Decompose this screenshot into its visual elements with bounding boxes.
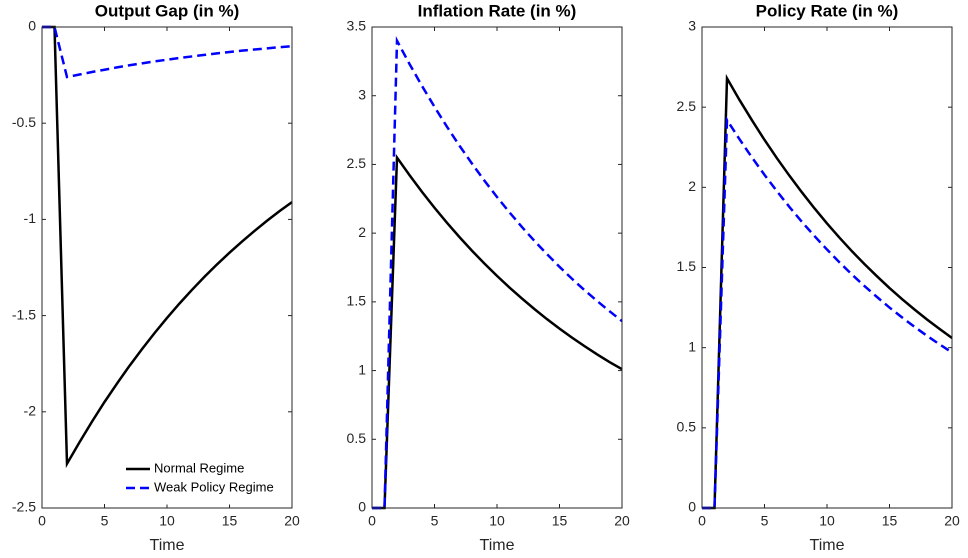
y-tick-label: -2 <box>24 403 37 419</box>
y-tick-label: -1.5 <box>12 306 36 322</box>
y-tick-label: 2 <box>688 178 696 194</box>
series-line <box>42 25 293 469</box>
legend: Normal Regime Weak Policy Regime <box>119 453 289 505</box>
x-axis-label: Time <box>480 537 515 554</box>
x-tick-label: 10 <box>159 513 175 529</box>
y-tick-label: 2.5 <box>677 98 697 114</box>
y-tick-label: 0 <box>358 499 366 515</box>
legend-label: Normal Regime <box>154 460 244 475</box>
x-tick-label: 20 <box>614 513 630 529</box>
plot-area <box>42 27 292 508</box>
series-line <box>702 73 953 510</box>
y-tick-label: -1 <box>24 210 37 226</box>
plot-area <box>372 27 622 508</box>
y-tick-label: 3 <box>358 86 366 102</box>
y-tick-label: 0 <box>28 18 36 34</box>
legend-box <box>119 453 289 505</box>
x-tick-label: 10 <box>819 513 835 529</box>
legend-label: Weak Policy Regime <box>154 479 274 494</box>
y-tick-label: 2 <box>358 224 366 240</box>
y-tick-label: 2.5 <box>347 155 367 171</box>
y-tick-label: 1.5 <box>347 293 367 309</box>
x-tick-label: 5 <box>101 513 109 529</box>
subplot: Inflation Rate (in %) Time 0 0.5 1 1.5 2 2.5 3 3.… <box>347 1 630 554</box>
series-line <box>372 36 623 510</box>
x-tick-label: 0 <box>368 513 376 529</box>
y-tick-label: 0 <box>688 499 696 515</box>
axes-box <box>41 26 293 509</box>
axes-box <box>701 26 953 509</box>
series-line <box>372 153 623 510</box>
x-axis-label: Time <box>810 537 845 554</box>
y-tick-label: 1 <box>358 361 366 377</box>
y-tick-label: 0.5 <box>677 419 697 435</box>
y-tick-label: 0.5 <box>347 430 367 446</box>
y-tick-label: -2.5 <box>12 499 36 515</box>
y-tick-label: 3 <box>688 18 696 34</box>
x-tick-label: 0 <box>38 513 46 529</box>
x-tick-label: 5 <box>761 513 769 529</box>
chart-title: Policy Rate (in %) <box>756 1 899 20</box>
chart-title: Inflation Rate (in %) <box>418 1 577 20</box>
x-tick-label: 5 <box>431 513 439 529</box>
y-tick-label: 1 <box>688 338 696 354</box>
chart-title: Output Gap (in %) <box>95 1 239 20</box>
y-tick-label: 3.5 <box>347 18 367 34</box>
x-tick-label: 10 <box>489 513 505 529</box>
x-tick-label: 15 <box>552 513 568 529</box>
x-tick-label: 20 <box>944 513 960 529</box>
subplot: Policy Rate (in %) Time 0 0.5 1 1.5 2 2.5 3 0 5 10 1… <box>677 1 960 554</box>
subplot: Output Gap (in %) Time -2.5 -2 -1.5 -1 -0.5 0 0 5… <box>12 1 300 554</box>
x-tick-label: 15 <box>882 513 898 529</box>
x-tick-label: 15 <box>222 513 238 529</box>
y-tick-label: 1.5 <box>677 258 697 274</box>
x-tick-label: 0 <box>698 513 706 529</box>
x-axis-label: Time <box>150 537 185 554</box>
axes-box <box>371 26 623 509</box>
y-tick-label: -0.5 <box>12 114 36 130</box>
series-line <box>702 115 953 510</box>
x-tick-label: 20 <box>284 513 300 529</box>
